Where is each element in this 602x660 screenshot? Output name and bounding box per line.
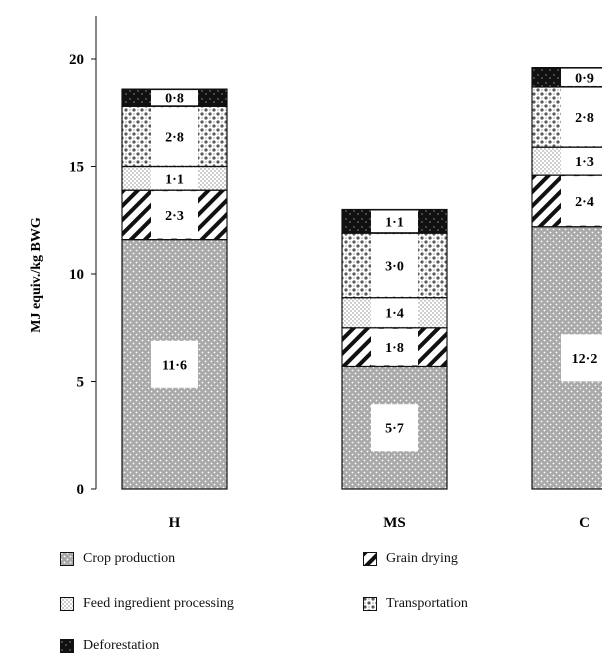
value-label-box: [371, 234, 418, 297]
value-label-box: [151, 191, 198, 239]
y-tick-label: 10: [69, 267, 84, 283]
transportation-swatch-icon: [363, 597, 377, 611]
value-label-deforestation-ms: 1·1: [385, 215, 404, 230]
value-label-box: [151, 90, 198, 106]
value-label-crop-production-h: 11·6: [162, 358, 187, 373]
value-label-box: [371, 404, 418, 452]
deforestation-swatch-icon: [60, 639, 74, 653]
value-label-feed-ingredient-processing-h: 1·1: [165, 172, 184, 187]
value-label-box: [561, 176, 602, 226]
value-label-deforestation-c: 0·9: [575, 71, 594, 86]
x-category-label-c: C: [579, 515, 590, 531]
legend-item-deforestation: Deforestation: [60, 638, 159, 654]
value-label-box: [561, 148, 602, 175]
value-label-transportation-h: 2·8: [165, 130, 184, 145]
value-label-grain-drying-h: 2·3: [165, 209, 184, 224]
legend-label-grain-drying: Grain drying: [386, 551, 458, 566]
legend-label-deforestation: Deforestation: [83, 638, 160, 653]
value-label-transportation-ms: 3·0: [385, 259, 404, 274]
value-label-crop-production-ms: 5·7: [385, 422, 404, 437]
y-axis: 0 5 10 15 20: [69, 16, 97, 498]
value-label-box: [561, 87, 602, 147]
legend-item-feed-ingredient-processing: Feed ingredient processing: [60, 596, 234, 612]
value-label-box: [151, 340, 198, 388]
feed-processing-swatch-icon: [60, 597, 74, 611]
y-tick-label: 15: [69, 160, 84, 176]
crop-production-swatch-icon: [60, 552, 74, 566]
x-category-label-h: H: [169, 515, 181, 531]
legend-label-crop-production: Crop production: [83, 551, 176, 566]
x-category-label-ms: MS: [383, 515, 406, 531]
legend-item-crop-production: Crop production: [60, 551, 175, 567]
y-tick-label: 5: [77, 375, 85, 391]
value-label-crop-production-c: 12·2: [572, 352, 598, 367]
legend-item-grain-drying: Grain drying: [363, 551, 458, 567]
legend-label-transportation: Transportation: [386, 596, 468, 611]
value-label-grain-drying-ms: 1·8: [385, 341, 404, 356]
value-label-grain-drying-c: 2·4: [575, 195, 594, 210]
value-label-box: [561, 68, 602, 86]
grain-drying-swatch-icon: [363, 552, 377, 566]
value-label-box: [371, 328, 418, 366]
y-axis-label: MJ equiv./kg BWG: [29, 217, 44, 333]
value-label-box: [151, 167, 198, 190]
value-label-transportation-c: 2·8: [575, 111, 594, 126]
value-label-box: [151, 107, 198, 166]
legend-label-feed-ingredient-processing: Feed ingredient processing: [83, 596, 234, 611]
y-tick-label: 0: [77, 482, 85, 498]
value-label-feed-ingredient-processing-ms: 1·4: [385, 307, 404, 322]
value-labels: 11·6 2·3 1·1 2·8 0·8 5·7 1·8 1·4 3·0 1·1 12·2 2·4 1·…: [151, 68, 602, 452]
value-label-box: [371, 210, 418, 233]
value-label-deforestation-h: 0·8: [165, 92, 184, 107]
value-label-box: [561, 334, 602, 382]
legend-item-transportation: Transportation: [363, 596, 468, 612]
y-tick-label: 20: [69, 52, 84, 68]
legend: Crop production Grain drying Feed ingred…: [60, 548, 580, 660]
value-label-feed-ingredient-processing-c: 1·3: [575, 155, 594, 170]
value-label-box: [371, 298, 418, 327]
